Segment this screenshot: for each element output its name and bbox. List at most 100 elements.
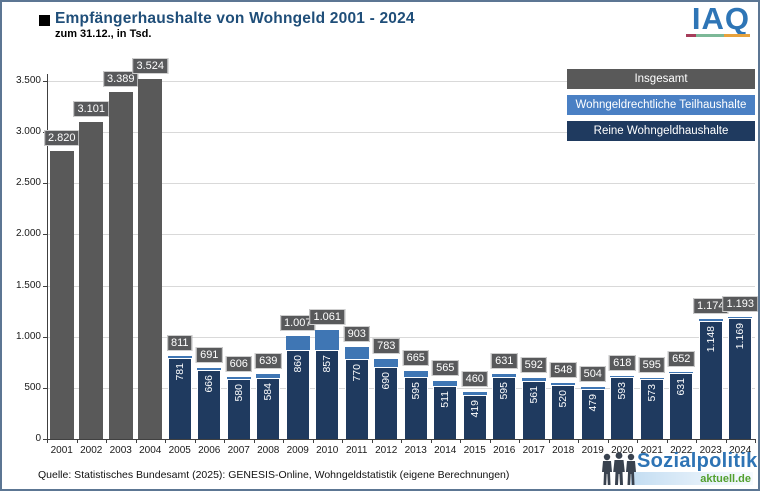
bar-total-label: 606 <box>225 356 252 372</box>
x-tick-label: 2024 <box>729 445 752 456</box>
legend-item: Insgesamt <box>567 69 755 89</box>
bar-segment-reine: 593 <box>610 377 635 439</box>
x-tick-label: 2009 <box>286 445 309 456</box>
x-tick-mark <box>755 439 756 443</box>
bar-segment-value-label: 781 <box>173 363 186 381</box>
x-tick-mark <box>135 439 137 443</box>
y-gridline <box>47 387 755 389</box>
bar-total-label: 3.389 <box>102 71 139 88</box>
y-tick-label: 500 <box>24 381 41 393</box>
x-tick-mark <box>253 439 255 443</box>
x-tick-mark <box>342 439 343 443</box>
x-tick-mark <box>489 439 491 443</box>
bar-segment-reine: 511 <box>433 385 458 439</box>
x-tick-mark <box>725 439 727 443</box>
x-tick-label: 2018 <box>552 445 575 456</box>
bar-segment-value-label: 666 <box>203 374 216 393</box>
y-gridline <box>47 132 755 134</box>
x-tick-mark <box>165 439 166 443</box>
bar-total-label: 631 <box>491 353 518 370</box>
sozialpolitik-logo-line2: aktuell.de <box>700 473 751 485</box>
bar-segment-reine: 770 <box>344 359 369 439</box>
x-tick-mark <box>696 439 697 443</box>
x-tick-label: 2008 <box>257 445 280 456</box>
bar-segment-value-label: 593 <box>616 382 629 400</box>
iaq-logo-text: IAQ <box>691 1 750 36</box>
x-tick-label: 2005 <box>168 445 191 456</box>
bar-total-label: 1.193 <box>722 295 758 312</box>
x-tick-mark <box>637 439 638 443</box>
x-tick-label: 2003 <box>109 445 132 456</box>
x-tick-label: 2020 <box>611 445 634 456</box>
bar-segment-value-label: 595 <box>498 382 511 400</box>
bar-segment-reine: 1.169 <box>728 318 753 439</box>
legend-item: Wohngeldrechtliche Teilhaushalte <box>567 95 755 115</box>
sozialpolitik-logo-line1: Sozialpolitik- <box>637 450 760 472</box>
bar-segment-value-label: 631 <box>675 378 688 396</box>
iaq-logo: IAQ <box>686 2 750 37</box>
y-tick-mark <box>43 439 47 440</box>
x-tick-label: 2023 <box>699 445 722 456</box>
bar-segment-value-label: 857 <box>321 355 334 373</box>
bar-segment-value-label: 580 <box>232 383 245 402</box>
sozialpolitik-logo-strip <box>631 472 753 485</box>
bar-segment-value-label: 419 <box>468 400 481 418</box>
source-note: Quelle: Statistisches Bundesamt (2025): … <box>38 469 510 481</box>
bar-total <box>49 150 74 439</box>
bar-segment-value-label: 690 <box>380 372 393 390</box>
bar-segment-reine: 584 <box>256 378 281 439</box>
bar-segment-value-label: 1.148 <box>704 325 717 352</box>
bar-segment-value-label: 573 <box>645 384 658 402</box>
y-tick-label: 3.500 <box>15 75 41 86</box>
bar-segment-reine: 479 <box>580 389 605 439</box>
x-tick-label: 2021 <box>640 445 663 456</box>
y-tick-label: 2.500 <box>15 177 41 189</box>
bar-total-label: 1.007 <box>279 314 316 331</box>
x-tick-label: 2004 <box>139 445 162 456</box>
bar-segment-reine: 595 <box>403 377 428 439</box>
bar-total-label: 691 <box>196 347 223 364</box>
sozialpolitik-logo: Sozialpolitik- aktuell.de <box>601 450 758 486</box>
x-tick-label: 2019 <box>581 445 604 456</box>
bar-segment-value-label: 595 <box>409 382 422 400</box>
bar-segment-value-label: 1.169 <box>734 323 747 350</box>
y-gridline <box>47 234 755 236</box>
bar-segment-value-label: 561 <box>527 385 540 404</box>
y-gridline <box>47 81 755 82</box>
y-tick-label: 1.000 <box>15 330 41 342</box>
y-gridline <box>47 336 755 338</box>
iaq-underline-segment <box>724 34 750 37</box>
bar-segment-reine: 1.148 <box>698 320 723 439</box>
x-tick-mark <box>578 439 579 443</box>
bar-total-label: 903 <box>343 325 370 342</box>
bar-segment-reine: 573 <box>639 379 664 439</box>
x-tick-mark <box>312 439 314 443</box>
bar-total-label: 504 <box>579 366 606 383</box>
x-tick-label: 2012 <box>375 445 398 456</box>
bar-total-label: 1.174 <box>692 297 729 314</box>
x-tick-label: 2006 <box>198 445 221 456</box>
x-tick-label: 2007 <box>227 445 250 456</box>
y-tick-mark <box>43 183 47 185</box>
x-tick-mark <box>194 439 196 443</box>
bar-total-label: 592 <box>520 357 547 374</box>
x-tick-label: 2002 <box>80 445 103 456</box>
bar-total-label: 460 <box>461 370 488 387</box>
y-tick-mark <box>43 285 47 287</box>
bar-segment-reine: 666 <box>197 369 222 439</box>
y-tick-label: 3.000 <box>15 126 41 138</box>
bar-segment-value-label: 770 <box>350 364 363 382</box>
x-tick-label: 2015 <box>463 445 486 456</box>
x-tick-mark <box>666 439 668 443</box>
title-bullet-square <box>39 15 50 26</box>
bar-segment-reine: 419 <box>462 395 487 439</box>
bar-total-label: 783 <box>373 337 400 354</box>
y-tick-mark <box>43 234 47 236</box>
iaq-underline-segment <box>686 34 697 37</box>
bar-total-label: 811 <box>166 335 193 352</box>
y-tick-mark <box>43 81 47 82</box>
x-tick-label: 2017 <box>522 445 545 456</box>
x-tick-label: 2014 <box>434 445 457 456</box>
y-tick-label: 2.000 <box>15 228 41 240</box>
chart-title: Empfängerhaushalte von Wohngeld 2001 - 2… <box>55 10 415 27</box>
